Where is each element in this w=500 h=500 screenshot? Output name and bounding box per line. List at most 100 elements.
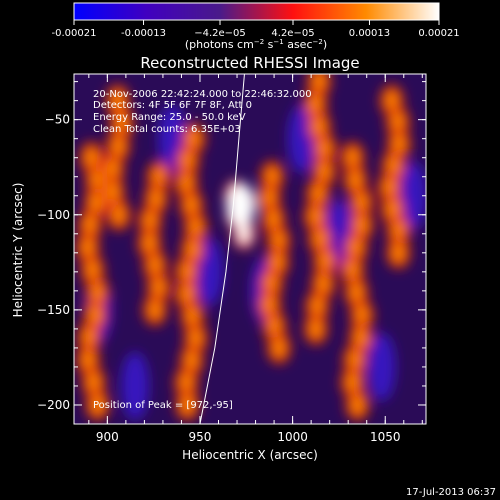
x-tick-label: 950 <box>189 430 212 444</box>
heatmap-band-core <box>349 237 362 258</box>
heatmap-band-core <box>112 136 125 157</box>
colorbar-tick-label: 0.00013 <box>349 28 390 39</box>
heatmap-band-core <box>149 255 162 276</box>
heatmap-band-core <box>189 217 202 238</box>
colorbar-tick-label: 4.2e−05 <box>271 28 314 39</box>
heatmap-band-core <box>187 128 200 149</box>
heatmap-band-core <box>263 188 276 209</box>
heatmap-band-core <box>186 306 199 327</box>
heatmap-band-core <box>312 184 325 205</box>
heatmap-band-core <box>346 260 359 281</box>
plot-area: 900 950 1000 1050 −50 −100 −150 −200 <box>37 73 427 444</box>
heatmap-band-core <box>272 230 285 251</box>
heatmap-band-core <box>318 161 331 182</box>
heatmap-band-core <box>143 211 156 232</box>
solar-limb-line <box>199 74 245 424</box>
heatmap-band-core <box>149 188 162 209</box>
observation-info: 20-Nov-2006 22:42:24.000 to 22:46:32.000… <box>93 89 312 411</box>
heatmap-band-core <box>152 166 165 187</box>
y-tick-label: −100 <box>37 208 70 222</box>
heatmap-band-core <box>383 177 396 198</box>
heatmap-band-core <box>385 90 398 111</box>
heatmap-band-core <box>351 394 364 415</box>
heatmap-band-core <box>89 192 102 213</box>
heatmap-band-core <box>317 273 330 294</box>
heatmap-band-core <box>350 282 363 303</box>
heatmap-band-core <box>268 316 281 337</box>
heatmap-band-core <box>349 170 362 191</box>
heatmap-band-core <box>271 252 284 273</box>
x-tick-label: 1050 <box>370 430 401 444</box>
heatmap-band-core <box>181 150 194 171</box>
heatmap-band-core <box>91 282 104 303</box>
heatmap-band-core <box>106 181 119 202</box>
heatmap-band-core <box>185 350 198 371</box>
heatmap-band-core <box>90 170 103 191</box>
heatmap-band-core <box>181 394 194 415</box>
heatmap-band-core <box>392 242 405 263</box>
colorbar-tick-label: −4.2e−05 <box>194 28 246 39</box>
heatmap-band-core <box>309 206 322 227</box>
colorbar-units: (photons cm−2 s−1 asec−2) <box>185 38 327 51</box>
heatmap-band-core <box>313 74 326 92</box>
heatmap-band-core <box>237 223 250 244</box>
heatmap-band-core <box>267 209 280 230</box>
heatmap-band-core <box>189 328 202 349</box>
heatmap-band-core <box>354 327 367 348</box>
generated-date: 17-Jul-2013 06:37 <box>406 487 496 498</box>
heatmap-band-core <box>391 112 404 133</box>
heatmap-band-core <box>180 173 193 194</box>
colorbar-tick-label: 0.00021 <box>418 28 459 39</box>
heatmap-band-core <box>83 327 96 348</box>
heatmap-peak <box>226 183 255 228</box>
heatmap-band-core <box>82 350 95 371</box>
heatmap-band-core <box>148 299 161 320</box>
x-tick-label: 900 <box>96 430 119 444</box>
heatmap-band-core <box>309 318 322 339</box>
heatmap-low-region <box>121 351 150 420</box>
heatmap-band-core <box>319 251 332 272</box>
time-range-text: 20-Nov-2006 22:42:24.000 to 22:46:32.000 <box>93 89 312 100</box>
colorbar-tick-label: -0.00013 <box>121 28 166 39</box>
heatmap-band-core <box>111 90 124 111</box>
energy-range-text: Energy Range: 25.0 - 50.0 keV <box>93 112 246 123</box>
colorbar: -0.00021 -0.00013 −4.2e−05 4.2e−05 0.00013 0.… <box>52 2 460 51</box>
heatmap-low-region <box>399 161 426 230</box>
heatmap-band-core <box>265 273 278 294</box>
heatmap-band-core <box>81 237 94 258</box>
heatmap-band-core <box>314 228 327 249</box>
heatmap-band-core <box>355 215 368 236</box>
clean-counts-text: Clean Total counts: 6.35E+03 <box>93 124 241 135</box>
heatmap-band-core <box>318 139 331 160</box>
heatmap-band-core <box>386 199 399 220</box>
heatmap-band-core <box>263 295 276 316</box>
heatmap-band-core <box>89 305 102 326</box>
heatmap-band-core <box>313 116 326 137</box>
y-axis-ticks: −50 −100 −150 −200 <box>37 81 426 425</box>
heatmap-band-core <box>186 239 199 260</box>
heatmap-band-core <box>266 166 279 187</box>
colorbar-fill <box>73 2 440 21</box>
heatmap-band-core <box>180 284 193 305</box>
heatmap-band-core <box>143 233 156 254</box>
x-axis-ticks: 900 950 1000 1050 <box>88 74 423 444</box>
colorbar-tick-label: -0.00021 <box>52 28 97 39</box>
heatmap-band-core <box>86 260 99 281</box>
heatmap-band-core <box>185 195 198 216</box>
heatmap-band-core <box>87 372 100 393</box>
y-tick-label: −200 <box>37 398 70 412</box>
heatmap-low-region <box>367 332 396 401</box>
heatmap-band-core <box>180 372 193 393</box>
peak-position-text: Position of Peak = [972,-95] <box>93 400 233 411</box>
chart-title: Reconstructed RHESSI Image <box>140 54 359 72</box>
x-tick-label: 1000 <box>277 430 308 444</box>
plot-frame <box>73 73 427 425</box>
heatmap-band-core <box>355 305 368 326</box>
heatmap-band-core <box>309 94 322 115</box>
heatmap-band-core <box>392 221 405 242</box>
heatmap-band-core <box>355 192 368 213</box>
y-tick-label: −50 <box>45 113 70 127</box>
heatmap-band-core <box>152 277 165 298</box>
y-tick-label: −150 <box>37 303 70 317</box>
